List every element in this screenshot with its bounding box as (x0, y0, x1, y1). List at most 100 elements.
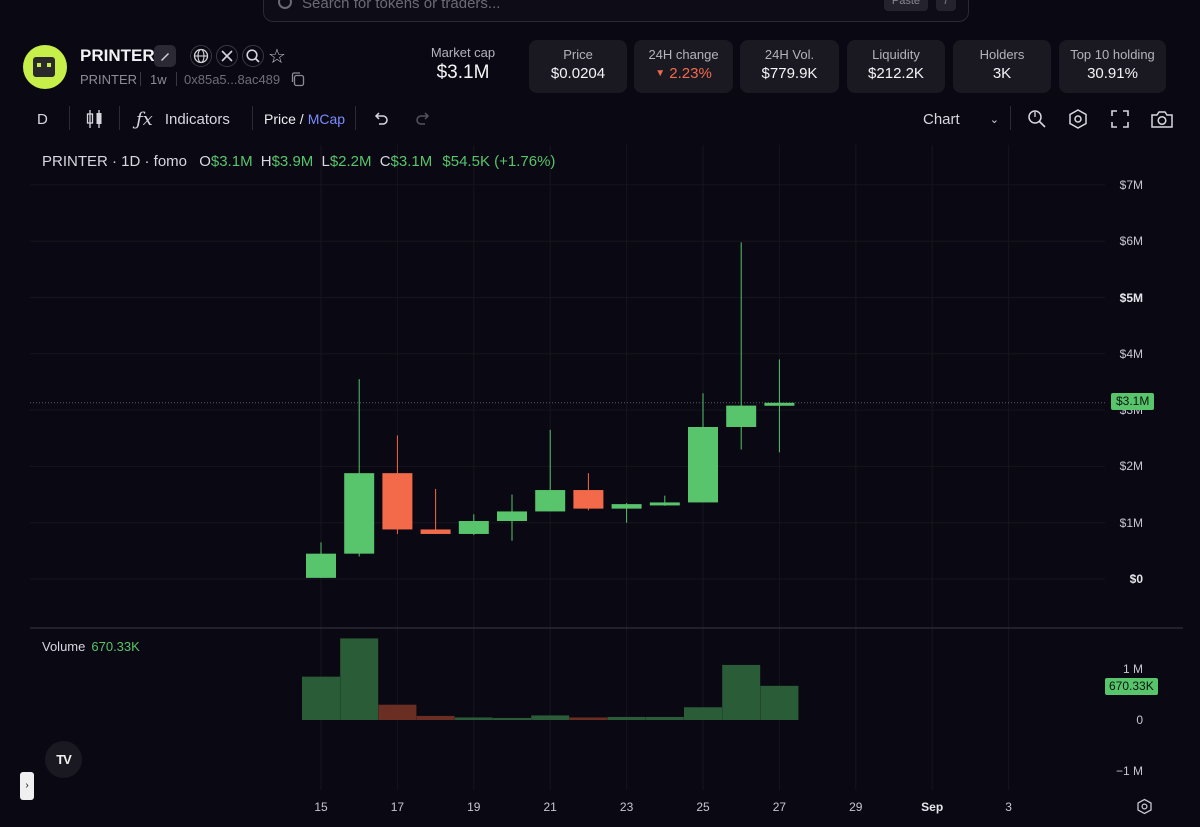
legend-high: $3.9M (271, 153, 314, 170)
fullscreen-icon[interactable] (1110, 106, 1130, 132)
volume-bar (340, 638, 379, 720)
legend-c-label: C (379, 153, 391, 170)
axis-settings-icon[interactable] (1136, 798, 1153, 820)
toolbar-divider (119, 106, 120, 130)
candle-body (764, 402, 795, 406)
legend-o-label: O (199, 153, 211, 170)
stat-price: Price $0.0204 (529, 40, 627, 93)
camera-icon[interactable] (1150, 106, 1174, 132)
toolbar-divider (1010, 106, 1011, 130)
token-symbol: PRINTER (80, 72, 138, 87)
candle-body (420, 529, 451, 534)
x-axis-tick: 21 (543, 800, 557, 814)
x-twitter-icon[interactable] (216, 45, 238, 67)
token-address: 0x85a5...8ac489 (184, 72, 281, 87)
volume-bar (645, 716, 684, 720)
y-axis-tick: $5M (1119, 290, 1143, 305)
x-axis-tick: 3 (1005, 800, 1012, 814)
search-icon (278, 0, 292, 9)
vol-tick: 0 (1136, 713, 1143, 727)
current-price-tag: $3.1M (1111, 393, 1155, 410)
token-age: 1w (150, 72, 167, 87)
x-axis-tick: 17 (390, 800, 405, 814)
paste-key-hint: Paste (884, 0, 928, 11)
settings-hexagon-icon[interactable] (1067, 106, 1089, 132)
volume-bar (378, 704, 417, 720)
x-axis-tick: 19 (467, 800, 481, 814)
volume-bar (607, 716, 646, 720)
volume-bar (302, 676, 340, 720)
search-bar[interactable]: Search for tokens or traders... Paste / (263, 0, 969, 22)
mcap-option[interactable]: MCap (307, 111, 346, 127)
volume-legend: Volume 670.33K (42, 639, 140, 654)
price-option[interactable]: Price / (264, 111, 304, 127)
globe-icon[interactable] (190, 45, 212, 67)
search-token-icon[interactable] (242, 45, 264, 67)
candle-body (611, 504, 642, 509)
y-axis-tick: $4M (1119, 346, 1143, 361)
chevron-down-icon: ⌄ (989, 113, 999, 126)
candle-body (497, 511, 527, 522)
stat-top10-holding: Top 10 holding 30.91% (1059, 40, 1166, 93)
copy-icon[interactable] (290, 71, 306, 92)
stat-market-cap: Market cap $3.1M (430, 45, 496, 83)
volume-bar (722, 664, 761, 720)
legend-l-label: L (321, 153, 330, 170)
function-icon: ƒx (136, 108, 153, 130)
volume-value: 670.33K (91, 639, 140, 654)
divider (140, 72, 141, 86)
chart-type-label: Chart (923, 110, 960, 128)
x-axis-tick: 23 (619, 800, 634, 814)
stat-24h-volume: 24H Vol. $779.9K (740, 40, 839, 93)
candle-body (344, 473, 375, 554)
expand-panel-button[interactable]: › (20, 772, 34, 800)
current-volume-tag: 670.33K (1105, 678, 1158, 695)
x-axis-tick: 25 (696, 800, 710, 814)
vol-tick: −1 M (1115, 764, 1143, 778)
volume-label: Volume (42, 639, 86, 654)
volume-bar (454, 717, 493, 720)
candles-icon[interactable] (85, 106, 105, 132)
indicators-label: Indicators (164, 110, 230, 128)
divider (176, 72, 177, 86)
volume-bar (531, 715, 570, 720)
candle-body (306, 553, 336, 578)
legend-title: PRINTER · 1D · fomo (42, 153, 188, 170)
y-axis-tick: $6M (1119, 234, 1143, 249)
toolbar-divider (355, 106, 356, 130)
x-axis-tick: 15 (314, 800, 328, 814)
redo-icon[interactable] (414, 106, 432, 132)
vol-tick: 1 M (1122, 662, 1143, 676)
indicators-button[interactable]: ƒx Indicators (136, 106, 230, 132)
down-triangle-icon: ▼ (655, 68, 666, 79)
chart-legend: PRINTER · 1D · fomo O$3.1M H$3.9M L$2.2M… (42, 153, 555, 170)
interval-button[interactable]: D (37, 110, 48, 128)
candle-body (535, 490, 566, 512)
volume-bar (760, 685, 799, 720)
chart-type-select[interactable]: Chart ⌄ (923, 106, 999, 132)
magnifier-cursor-icon[interactable] (1026, 106, 1048, 132)
token-avatar (23, 45, 67, 89)
legend-change: $54.5K (+1.76%) (442, 153, 556, 170)
slash-key-hint: / (936, 0, 956, 11)
tradingview-logo[interactable]: TV (45, 741, 82, 778)
volume-bar (569, 717, 608, 720)
candle-body (573, 490, 604, 509)
candle-body (458, 521, 489, 534)
search-input[interactable]: Search for tokens or traders... (302, 0, 501, 12)
legend-open: $3.1M (210, 153, 253, 170)
volume-bar (493, 717, 531, 720)
y-axis-tick: $1M (1119, 515, 1143, 530)
edit-icon[interactable] (154, 45, 176, 67)
x-axis-tick: 27 (772, 800, 787, 814)
x-axis-tick: Sep (921, 800, 944, 814)
legend-low: $2.2M (329, 153, 372, 170)
volume-bar (684, 707, 722, 720)
star-icon[interactable]: ☆ (268, 46, 286, 68)
price-mcap-toggle[interactable]: Price / MCap (264, 106, 345, 132)
undo-icon[interactable] (372, 106, 390, 132)
x-axis-tick: 29 (849, 800, 863, 814)
stat-liquidity: Liquidity $212.2K (847, 40, 945, 93)
y-axis-tick: $7M (1119, 177, 1143, 192)
